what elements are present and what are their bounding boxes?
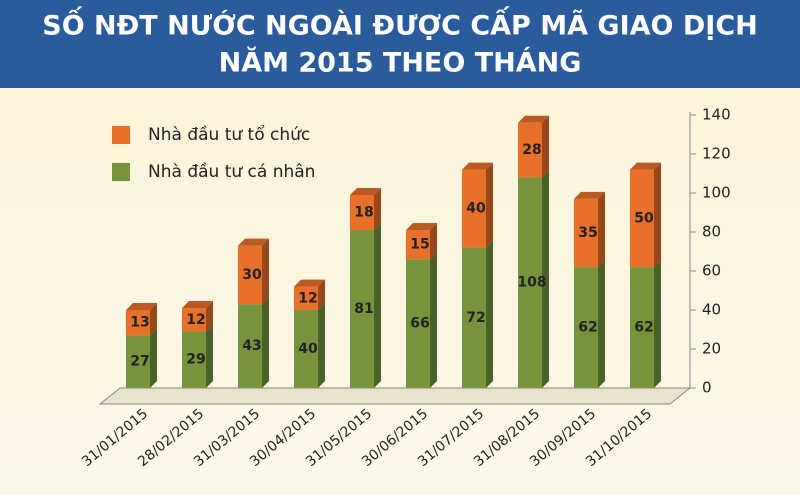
bar-side [654, 162, 661, 268]
floor [98, 387, 692, 405]
bar-side [374, 223, 381, 388]
data-label: 108 [517, 275, 546, 291]
data-label: 43 [242, 338, 261, 354]
bar-top [462, 162, 493, 170]
bar [462, 247, 486, 388]
bar [182, 331, 206, 388]
data-label: 12 [186, 312, 205, 328]
bar [238, 245, 262, 305]
y-tick-label: 0 [702, 379, 712, 397]
bar-top [350, 187, 381, 195]
chart-title: SỐ NĐT NƯỚC NGOÀI ĐƯỢC CẤP MÃ GIAO DỊCH [42, 6, 758, 42]
bar-side [486, 162, 493, 248]
bar [574, 198, 598, 268]
data-label: 15 [410, 237, 429, 253]
bar-top [182, 301, 213, 309]
y-tick-label: 100 [702, 184, 731, 202]
data-label: 35 [578, 225, 597, 241]
legend-swatch [112, 126, 130, 144]
data-label: 18 [354, 205, 373, 221]
data-label: 81 [354, 301, 373, 317]
bar [238, 304, 262, 388]
bar-side [150, 328, 157, 388]
data-label: 50 [634, 210, 654, 226]
bar-top [126, 303, 157, 310]
bar-side [430, 223, 437, 260]
bar-side [486, 240, 493, 388]
bar [518, 122, 542, 178]
legend-swatch [112, 163, 130, 181]
data-label: 27 [130, 354, 149, 370]
header [0, 0, 800, 88]
data-label: 28 [522, 142, 541, 158]
bar [126, 335, 150, 388]
bar [406, 259, 430, 388]
bar [182, 308, 206, 332]
bar-top [238, 238, 269, 246]
data-label: 40 [298, 341, 318, 357]
bar-side [262, 238, 269, 305]
data-label: 13 [130, 315, 149, 331]
y-tick-label: 80 [702, 223, 721, 241]
bar-side [318, 303, 325, 388]
bar-side [262, 297, 269, 388]
bar [294, 310, 318, 388]
bar [350, 230, 374, 388]
bar [350, 194, 374, 231]
bar-side [542, 170, 549, 388]
bar [630, 169, 654, 268]
bar-top [574, 191, 605, 199]
bar-top [406, 223, 437, 231]
data-label: 12 [298, 290, 317, 306]
data-label: 66 [410, 316, 429, 332]
data-label: 29 [186, 352, 205, 368]
y-tick-label: 40 [702, 301, 721, 319]
data-label: 62 [578, 320, 597, 336]
data-label: 40 [466, 201, 486, 217]
y-tick-label: 120 [702, 145, 731, 163]
bar-top [294, 279, 325, 287]
bar [126, 310, 150, 336]
data-label: 72 [466, 310, 485, 326]
y-tick-label: 60 [702, 262, 721, 280]
data-label: 62 [634, 320, 653, 336]
bar-side [598, 260, 605, 388]
bar-side [318, 279, 325, 310]
bar-side [598, 191, 605, 268]
legend-label: Nhà đầu tư tổ chức [148, 124, 310, 145]
y-tick-label: 140 [702, 106, 731, 124]
bar-top [518, 115, 549, 123]
bar-side [206, 324, 213, 388]
bar-side [374, 187, 381, 231]
bar [518, 177, 542, 388]
y-tick-label: 20 [702, 340, 721, 358]
bar [574, 267, 598, 388]
bar [294, 286, 318, 310]
bar [462, 169, 486, 248]
legend-label: Nhà đầu tư cá nhân [148, 161, 315, 182]
bar-side [542, 115, 549, 178]
bar-side [150, 303, 157, 336]
bar-side [654, 260, 661, 388]
bar-side [206, 301, 213, 332]
data-label: 30 [242, 267, 262, 283]
bar-side [430, 252, 437, 388]
bar [406, 230, 430, 260]
bar [630, 267, 654, 388]
chart-title: NĂM 2015 THEO THÁNG [219, 47, 582, 79]
bar-top [630, 162, 661, 170]
